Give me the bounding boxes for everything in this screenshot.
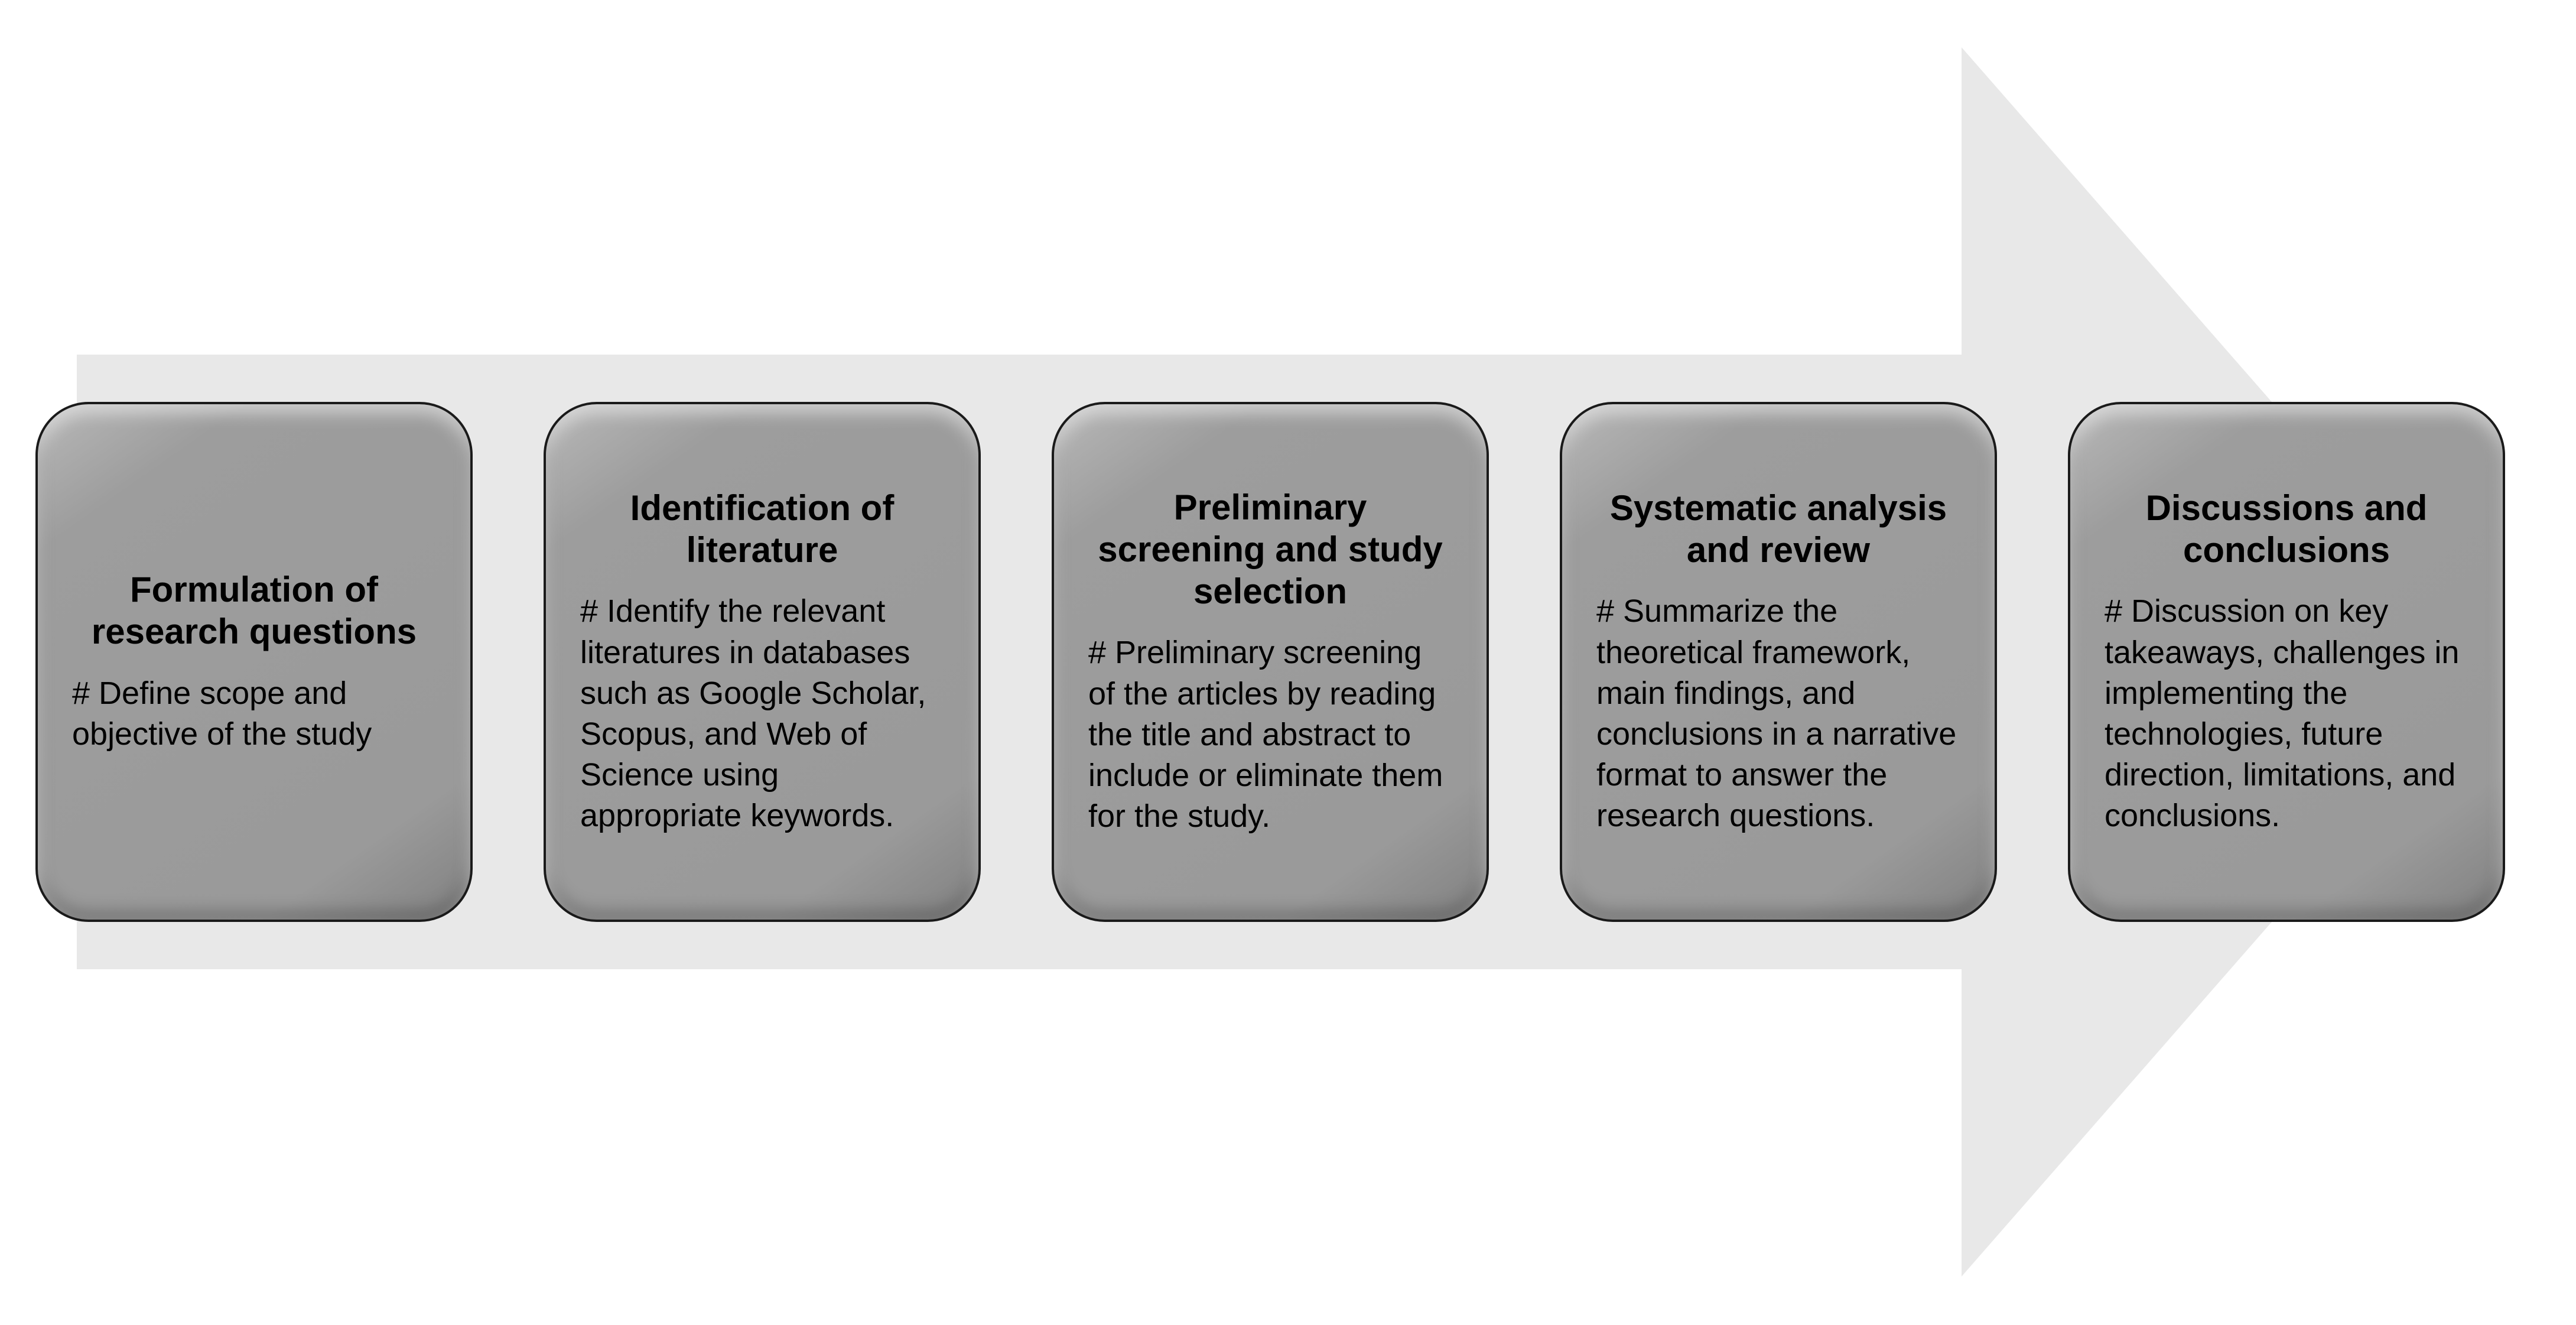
process-step-5: Discussions and conclusions # Discussion … [2068,402,2505,922]
step-body: # Preliminary screening of the articles … [1088,632,1452,837]
diagram-stage: Formulation of research questions # Defin… [0,0,2576,1325]
step-title: Systematic analysis and review [1596,488,1960,571]
process-step-1: Formulation of research questions # Defin… [35,402,473,922]
step-title: Discussions and conclusions [2105,488,2468,571]
process-step-4: Systematic analysis and review # Summariz… [1560,402,1997,922]
step-title: Formulation of research questions [72,569,436,653]
step-body: # Discussion on key takeaways, challenge… [2105,591,2468,836]
step-body: # Summarize the theoretical framework, m… [1596,591,1960,836]
step-title: Identification of literature [580,488,944,571]
step-body: # Identify the relevant literatures in d… [580,591,944,836]
process-step-3: Preliminary screening and study selectio… [1052,402,1489,922]
step-body: # Define scope and objective of the stud… [72,673,436,755]
process-step-2: Identification of literature # Identify t… [544,402,981,922]
step-title: Preliminary screening and study selectio… [1088,487,1452,612]
